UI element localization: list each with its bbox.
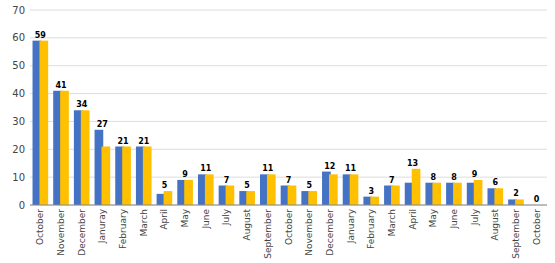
bar-label: 9 <box>472 170 478 179</box>
bar <box>329 174 338 205</box>
bar-label: 21 <box>117 137 129 146</box>
bar-label: 8 <box>451 173 457 182</box>
bar-label: 9 <box>182 170 188 179</box>
y-tick-label: 10 <box>12 172 25 183</box>
bar-label: 5 <box>244 181 250 190</box>
bar-label: 27 <box>97 120 108 129</box>
bar <box>453 183 462 205</box>
x-tick-label: October <box>35 209 45 245</box>
x-tick-label: December <box>77 209 87 256</box>
bar-label: 34 <box>76 100 88 109</box>
x-axis-line <box>30 205 547 206</box>
y-tick-label: 50 <box>12 60 25 71</box>
y-tick-label: 20 <box>12 144 25 155</box>
x-tick-label: July <box>221 208 231 226</box>
bar-label: 12 <box>324 162 335 171</box>
bar <box>39 41 48 205</box>
bar-label: 8 <box>430 173 436 182</box>
bar <box>391 186 400 206</box>
bar-label: 7 <box>224 176 230 185</box>
bar <box>246 191 255 205</box>
bar <box>267 174 276 205</box>
x-tick-label: April <box>408 209 418 230</box>
bar-label: 0 <box>534 195 540 204</box>
x-tick-label: September <box>511 209 521 259</box>
bar <box>350 174 359 205</box>
bar <box>370 197 379 205</box>
x-tick-label: July <box>470 208 480 226</box>
bar <box>205 174 214 205</box>
y-tick-label: 0 <box>19 200 25 211</box>
grid <box>30 10 547 205</box>
x-tick-label: May <box>428 208 438 227</box>
x-tick-label: October <box>532 209 542 245</box>
x-tick-label: February <box>366 208 376 249</box>
x-tick-label: March <box>139 209 149 236</box>
x-tick-label: November <box>56 209 66 256</box>
y-tick-label: 70 <box>12 5 25 16</box>
bar-label: 59 <box>35 31 47 40</box>
bar-label: 11 <box>262 164 274 173</box>
bar <box>164 191 173 205</box>
x-tick-label: September <box>263 209 273 259</box>
x-tick-label: March <box>387 209 397 236</box>
bar <box>288 186 297 206</box>
x-tick-label: December <box>325 209 335 256</box>
bar <box>81 110 90 205</box>
bar-label: 5 <box>306 181 312 190</box>
bar-label: 13 <box>407 159 418 168</box>
bar-label: 11 <box>345 164 357 173</box>
bar <box>226 186 235 206</box>
bar <box>143 147 152 206</box>
bar-label: 41 <box>55 81 67 90</box>
bar-label: 5 <box>162 181 168 190</box>
bar <box>60 91 69 205</box>
bar <box>184 180 193 205</box>
grid-line <box>30 205 547 206</box>
chart: 010203040506070OctoberNovemberDecemberJa… <box>0 0 555 263</box>
grid-line <box>30 65 547 66</box>
grid-line <box>30 37 547 38</box>
bar-label: 3 <box>368 187 374 196</box>
x-tick-label: June <box>449 209 459 230</box>
x-tick-label: April <box>159 209 169 230</box>
grid-line <box>30 93 547 94</box>
x-tick-label: November <box>304 209 314 256</box>
x-tick-label: May <box>180 208 190 227</box>
bar <box>102 147 111 206</box>
bar-label: 7 <box>389 176 395 185</box>
bar <box>412 169 421 205</box>
bar-label: 21 <box>138 137 150 146</box>
y-tick-label: 30 <box>12 116 25 127</box>
x-tick-label: August <box>242 209 252 241</box>
bar <box>474 180 483 205</box>
bar <box>494 188 503 205</box>
x-tick-label: August <box>490 209 500 241</box>
bar <box>308 191 317 205</box>
y-tick-label: 40 <box>12 88 25 99</box>
y-tick-label: 60 <box>12 32 25 43</box>
x-tick-label: October <box>284 209 294 245</box>
bar <box>515 199 524 205</box>
x-tick-label: Januray <box>97 208 107 244</box>
x-tick-label: January <box>346 208 356 244</box>
x-tick-label: February <box>118 208 128 249</box>
chart-container: 010203040506070OctoberNovemberDecemberJa… <box>0 0 555 263</box>
bar-label: 6 <box>493 178 499 187</box>
grid-line <box>30 10 547 11</box>
bar-label: 7 <box>286 176 292 185</box>
x-tick-label: June <box>201 209 211 230</box>
bar <box>432 183 441 205</box>
bar-label: 11 <box>200 164 212 173</box>
bar-label: 2 <box>513 189 519 198</box>
bar <box>122 147 131 206</box>
bars <box>33 41 524 205</box>
